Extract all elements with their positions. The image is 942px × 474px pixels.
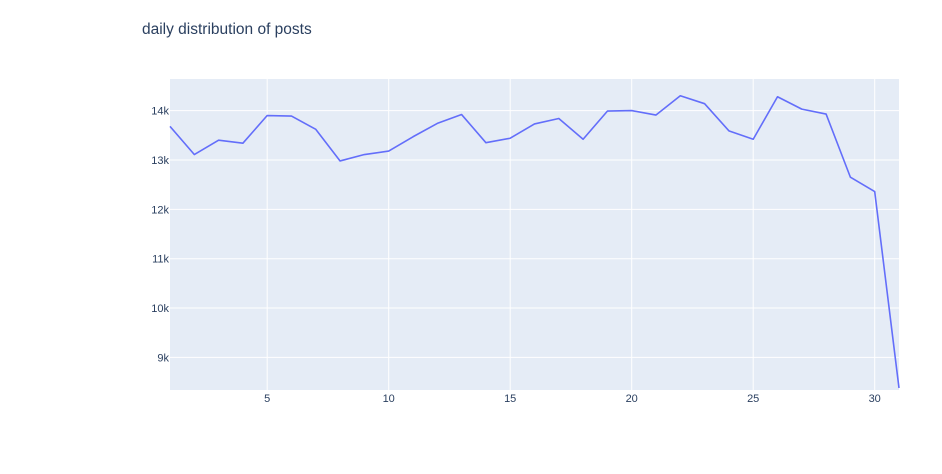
data-point[interactable] xyxy=(651,110,661,120)
data-point[interactable] xyxy=(262,111,272,121)
data-point[interactable] xyxy=(870,187,880,197)
data-point[interactable] xyxy=(481,138,491,148)
data-point[interactable] xyxy=(189,150,199,160)
x-tick-label: 5 xyxy=(264,393,270,405)
data-point[interactable] xyxy=(214,135,224,145)
data-point[interactable] xyxy=(530,119,540,129)
data-point[interactable] xyxy=(457,110,467,120)
data-point[interactable] xyxy=(505,133,515,143)
x-tick-label: 10 xyxy=(383,393,395,405)
data-point[interactable] xyxy=(748,134,758,144)
chart-title: daily distribution of posts xyxy=(142,21,312,38)
x-axis-ticks: 5 10 15 20 25 30 xyxy=(264,393,881,405)
data-point[interactable] xyxy=(700,99,710,109)
data-point[interactable] xyxy=(602,106,612,116)
data-point[interactable] xyxy=(238,138,248,148)
y-tick-label: 10k xyxy=(151,303,169,315)
data-point[interactable] xyxy=(724,126,734,136)
data-point[interactable] xyxy=(287,111,297,121)
plot-area xyxy=(170,79,899,390)
x-tick-label: 20 xyxy=(626,393,638,405)
data-point[interactable] xyxy=(894,383,904,393)
data-point[interactable] xyxy=(311,124,321,134)
data-point[interactable] xyxy=(845,172,855,182)
data-point[interactable] xyxy=(578,134,588,144)
x-tick-label: 15 xyxy=(504,393,516,405)
series-line xyxy=(169,94,900,389)
data-point[interactable] xyxy=(773,92,783,102)
y-tick-label: 13k xyxy=(151,155,169,167)
data-point[interactable] xyxy=(554,113,564,123)
y-tick-label: 12k xyxy=(151,204,169,216)
series-layer xyxy=(165,91,904,393)
x-tick-label: 30 xyxy=(869,393,881,405)
y-tick-label: 14k xyxy=(151,106,169,118)
data-point[interactable] xyxy=(359,150,369,160)
data-point[interactable] xyxy=(627,106,637,116)
data-point[interactable] xyxy=(335,156,345,166)
y-tick-label: 11k xyxy=(152,254,169,266)
data-point[interactable] xyxy=(821,109,831,119)
y-tick-label: 9k xyxy=(157,352,169,364)
data-point[interactable] xyxy=(165,121,175,131)
grid-lines xyxy=(170,79,899,390)
data-point[interactable] xyxy=(432,118,442,128)
data-point[interactable] xyxy=(384,146,394,156)
data-point[interactable] xyxy=(797,104,807,114)
y-axis-ticks: 9k 10k 11k 12k 13k 14k xyxy=(151,106,169,365)
data-point[interactable] xyxy=(408,132,418,142)
x-tick-label: 25 xyxy=(747,393,759,405)
data-point[interactable] xyxy=(675,91,685,101)
